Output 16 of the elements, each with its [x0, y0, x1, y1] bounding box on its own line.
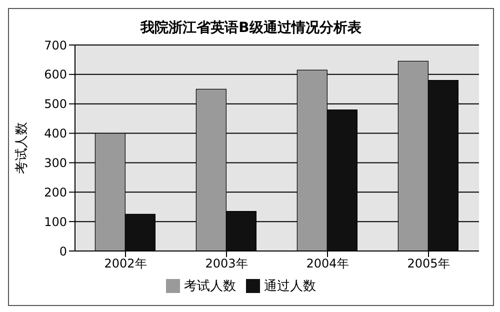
- y-tick-label: 500: [44, 97, 67, 112]
- x-tick-label: 2003年: [205, 256, 248, 271]
- y-tick-label: 100: [44, 214, 67, 229]
- y-tick-label: 200: [44, 185, 67, 200]
- y-tick-label: 300: [44, 156, 67, 170]
- x-tick-label: 2005年: [407, 256, 450, 271]
- x-tick-label: 2002年: [104, 256, 147, 271]
- y-tick-label: 600: [44, 68, 67, 82]
- y-tick-label: 700: [44, 38, 67, 52]
- y-tick-label: 0: [59, 244, 67, 258]
- x-tick-label: 2004年: [306, 256, 349, 271]
- legend-label: 通过人数: [264, 279, 316, 294]
- y-axis-title: 考试人数: [14, 122, 30, 174]
- chart-title: 我院浙江省英语B级通过情况分析表: [139, 19, 362, 37]
- y-tick-label: 400: [44, 126, 67, 141]
- legend-label: 考试人数: [184, 279, 236, 294]
